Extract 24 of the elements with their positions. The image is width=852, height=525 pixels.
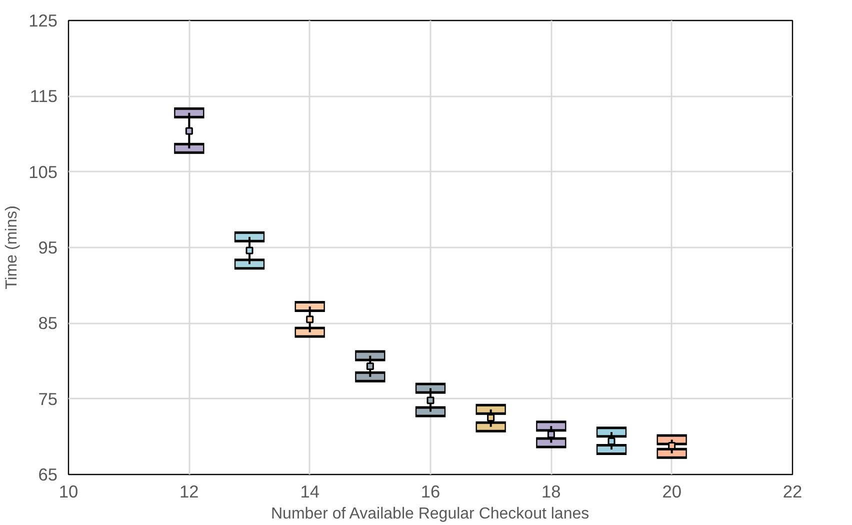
y-tick-label: 65 (38, 464, 58, 484)
y-tick-label: 105 (28, 162, 58, 182)
x-axis-title: Number of Available Regular Checkout lanes (271, 506, 590, 522)
x-tick-label: 10 (58, 482, 78, 502)
y-tick-label: 125 (28, 10, 58, 30)
point (246, 246, 254, 254)
x-tick-label: 22 (782, 482, 802, 502)
y-tick-label: 75 (38, 388, 58, 409)
y-tick-label: 85 (38, 313, 58, 334)
y-tick-label: 115 (30, 86, 58, 106)
y-tick-label: 95 (38, 238, 58, 258)
x-tick-label: 12 (180, 482, 199, 502)
point (426, 396, 434, 404)
x-tick-label: 18 (542, 482, 561, 502)
point (306, 316, 314, 324)
x-tick-label: 20 (662, 482, 682, 502)
point (608, 437, 616, 445)
y-axis-title: Time (mins) (4, 206, 21, 290)
x-tick-label: 14 (300, 482, 320, 502)
point (547, 430, 555, 438)
x-tick-label: 16 (420, 482, 440, 502)
point (185, 127, 193, 135)
point (366, 362, 374, 370)
point (487, 414, 495, 422)
